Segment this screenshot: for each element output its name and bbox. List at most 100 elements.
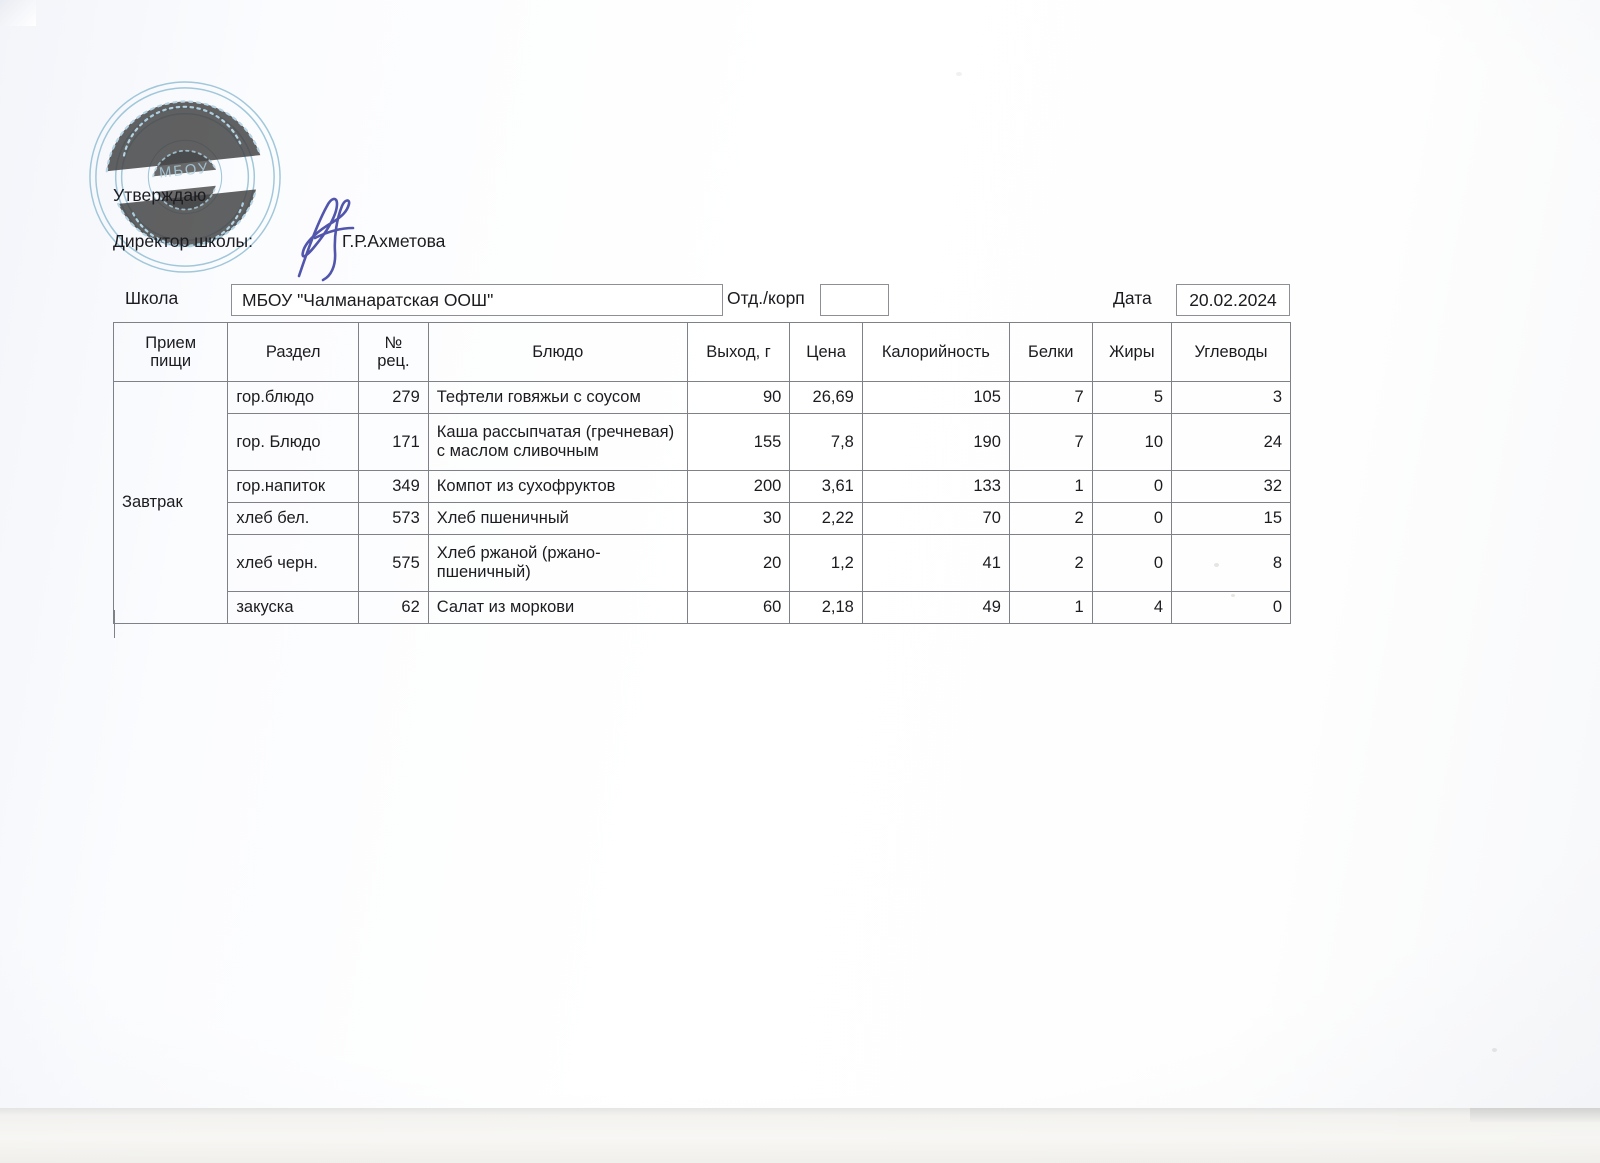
table-row: хлеб черн. 575 Хлеб ржаной (ржано- пшени… [114, 534, 1291, 592]
director-name: Г.Р.Ахметова [342, 231, 446, 251]
scan-bottom-edge [0, 1108, 1600, 1163]
cell-recipe: 279 [358, 381, 429, 414]
cell-fats: 10 [1091, 413, 1173, 471]
table-row: Завтрак гор.блюдо 279 Тефтели говяжьи с … [112, 381, 1291, 624]
cell-dish: Хлеб пшеничный [427, 502, 688, 535]
table-row: хлеб бел. 573 Хлеб пшеничный 30 2,22 70 … [114, 502, 1291, 535]
cell-section: гор.напиток [227, 470, 360, 503]
cell-output: 155 [686, 413, 791, 471]
department-label: Отд./корп [727, 288, 805, 308]
cell-recipe: 575 [358, 534, 429, 592]
cell-carbs: 3 [1171, 381, 1291, 414]
col-header-meal-line1: Прием [145, 333, 197, 352]
department-field[interactable] [820, 284, 889, 316]
table-row: гор.напиток 349 Компот из сухофруктов 20… [114, 470, 1291, 503]
cell-output: 200 [686, 470, 791, 503]
cell-calories: 41 [861, 534, 1010, 592]
cell-calories: 133 [861, 470, 1010, 503]
cell-section: гор.блюдо [227, 381, 360, 414]
col-header-section-line2: Раздел [265, 342, 321, 361]
cell-fats: 4 [1091, 591, 1173, 624]
cell-carbs: 8 [1171, 534, 1291, 592]
cell-dish: Компот из сухофруктов [427, 470, 688, 503]
cell-carbs: 24 [1171, 413, 1291, 471]
cell-proteins: 2 [1008, 534, 1093, 592]
col-header-dish: Блюдо [427, 322, 688, 382]
cell-recipe: 171 [358, 413, 429, 471]
cell-carbs: 32 [1171, 470, 1291, 503]
col-header-proteins-line2: Белки [1028, 342, 1074, 361]
cell-price: 2,18 [789, 591, 863, 624]
cell-calories: 49 [861, 591, 1010, 624]
col-header-meal-line2: пищи [150, 352, 192, 370]
table-header-row: Прием пищи Раздел № рец. Блюдо Выход, г [112, 322, 1291, 382]
cell-proteins: 1 [1008, 470, 1093, 503]
cell-dish: Каша рассыпчатая (гречневая) с маслом сл… [427, 413, 688, 471]
cell-carbs: 15 [1171, 502, 1291, 535]
col-header-recipe-line1: № [384, 333, 403, 352]
cell-calories: 190 [861, 413, 1010, 471]
cell-fats: 5 [1091, 381, 1173, 414]
cell-fats: 0 [1091, 502, 1173, 535]
cell-fats: 0 [1091, 470, 1173, 503]
page-corner-shadow [0, 0, 36, 26]
col-header-proteins: Белки [1008, 322, 1093, 382]
cell-price: 1,2 [789, 534, 863, 592]
col-header-dish-line2: Блюдо [532, 342, 584, 361]
scan-speck [956, 72, 962, 76]
col-header-calories: Калорийность [861, 322, 1010, 382]
cell-proteins: 2 [1008, 502, 1093, 535]
col-header-output-line2: Выход, г [706, 342, 771, 361]
cell-dish: Салат из моркови [427, 591, 688, 624]
col-header-output: Выход, г [686, 322, 791, 382]
col-header-meal: Прием пищи [112, 322, 229, 382]
cell-section: закуска [227, 591, 360, 624]
table-row: гор. Блюдо 171 Каша рассыпчатая (гречнев… [114, 413, 1291, 471]
cell-section: хлеб черн. [227, 534, 360, 592]
school-name-field[interactable]: МБОУ "Чалманаратская ООШ" [231, 284, 723, 316]
cell-calories: 70 [861, 502, 1010, 535]
col-header-recipe: № рец. [358, 322, 429, 382]
cell-output: 30 [686, 502, 791, 535]
cell-output: 20 [686, 534, 791, 592]
cell-recipe: 349 [358, 470, 429, 503]
cell-dish-line1: Каша рассыпчатая (гречневая) [436, 423, 675, 441]
cell-dish-line2: с маслом сливочным [436, 442, 599, 460]
approval-label: Утверждаю [113, 185, 207, 205]
cell-calories: 105 [861, 381, 1010, 414]
cell-proteins: 7 [1008, 381, 1093, 414]
cell-output: 60 [686, 591, 791, 624]
cell-recipe: 573 [358, 502, 429, 535]
cell-dish-line2: пшеничный) [436, 563, 531, 581]
cell-carbs: 0 [1171, 591, 1291, 624]
date-label: Дата [1113, 288, 1152, 308]
cell-output: 90 [686, 381, 791, 414]
cell-dish: Хлеб ржаной (ржано- пшеничный) [427, 534, 688, 592]
cell-section: хлеб бел. [227, 502, 360, 535]
cell-dish-line1: Хлеб ржаной (ржано- [436, 544, 601, 562]
cell-recipe: 62 [358, 591, 429, 624]
col-header-section: Раздел [227, 322, 360, 382]
cell-fats: 0 [1091, 534, 1173, 592]
table-row: закуска 62 Салат из моркови 60 2,18 49 1… [114, 591, 1291, 624]
cell-price: 7,8 [789, 413, 863, 471]
col-header-carbs-line2: Углеводы [1194, 342, 1268, 361]
col-header-fats: Жиры [1091, 322, 1173, 382]
col-header-fats-line2: Жиры [1109, 342, 1155, 361]
meal-column-rule-extension [114, 610, 115, 638]
cell-proteins: 1 [1008, 591, 1093, 624]
col-header-calories-line2: Калорийность [881, 342, 990, 361]
cell-price: 3,61 [789, 470, 863, 503]
col-header-recipe-line2: рец. [377, 352, 410, 370]
director-label: Директор школы: [113, 231, 253, 251]
cell-price: 26,69 [789, 381, 863, 414]
col-header-price-line2: Цена [806, 342, 846, 361]
col-header-carbs: Углеводы [1171, 322, 1291, 382]
school-seal-stamp: МБОУ [89, 81, 281, 273]
menu-table: Прием пищи Раздел № рец. Блюдо Выход, г [112, 322, 1291, 624]
col-header-price: Цена [789, 322, 863, 382]
cell-section: гор. Блюдо [227, 413, 360, 471]
cell-dish: Тефтели говяжьи с соусом [427, 381, 688, 414]
date-field[interactable]: 20.02.2024 [1176, 284, 1290, 316]
